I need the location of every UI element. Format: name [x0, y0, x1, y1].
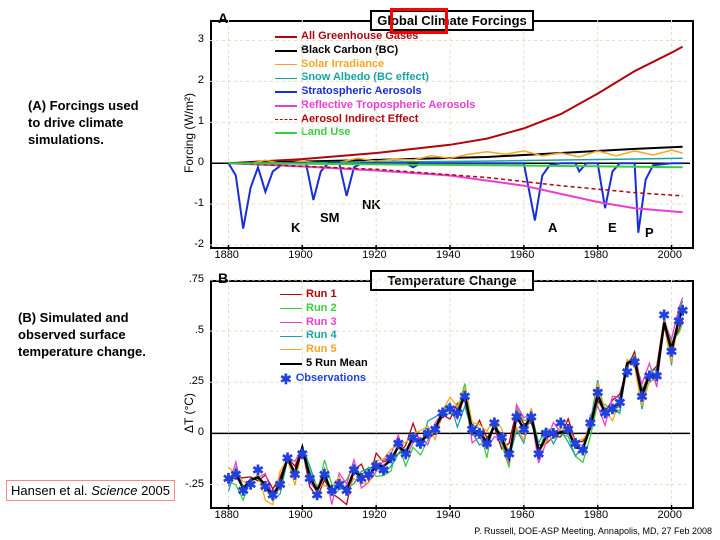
svg-text:✱: ✱: [677, 303, 689, 319]
svg-text:✱: ✱: [503, 446, 515, 462]
svg-text:✱: ✱: [296, 446, 308, 462]
svg-text:✱: ✱: [459, 389, 471, 405]
svg-text:✱: ✱: [636, 389, 648, 405]
svg-text:✱: ✱: [341, 483, 353, 499]
svg-text:✱: ✱: [496, 430, 508, 446]
svg-text:✱: ✱: [319, 466, 331, 482]
svg-text:✱: ✱: [429, 421, 441, 437]
svg-text:✱: ✱: [252, 462, 264, 478]
svg-text:✱: ✱: [304, 470, 316, 486]
svg-text:✱: ✱: [525, 409, 537, 425]
svg-text:✱: ✱: [629, 354, 641, 370]
svg-text:✱: ✱: [385, 450, 397, 466]
svg-text:✱: ✱: [651, 368, 663, 384]
svg-text:✱: ✱: [452, 405, 464, 421]
svg-text:✱: ✱: [274, 477, 286, 493]
svg-text:✱: ✱: [289, 466, 301, 482]
svg-text:✱: ✱: [400, 446, 412, 462]
svg-text:✱: ✱: [614, 395, 626, 411]
svg-text:✱: ✱: [666, 344, 678, 360]
svg-text:✱: ✱: [577, 442, 589, 458]
svg-text:✱: ✱: [481, 436, 493, 452]
svg-text:✱: ✱: [230, 466, 242, 482]
svg-text:✱: ✱: [592, 385, 604, 401]
svg-text:✱: ✱: [658, 307, 670, 323]
svg-text:✱: ✱: [245, 477, 257, 493]
svg-text:✱: ✱: [282, 450, 294, 466]
svg-text:✱: ✱: [533, 446, 545, 462]
svg-text:✱: ✱: [311, 487, 323, 503]
svg-text:✱: ✱: [584, 415, 596, 431]
chart-b-svg: ✱✱✱✱✱✱✱✱✱✱✱✱✱✱✱✱✱✱✱✱✱✱✱✱✱✱✱✱✱✱✱✱✱✱✱✱✱✱✱✱…: [0, 0, 720, 540]
